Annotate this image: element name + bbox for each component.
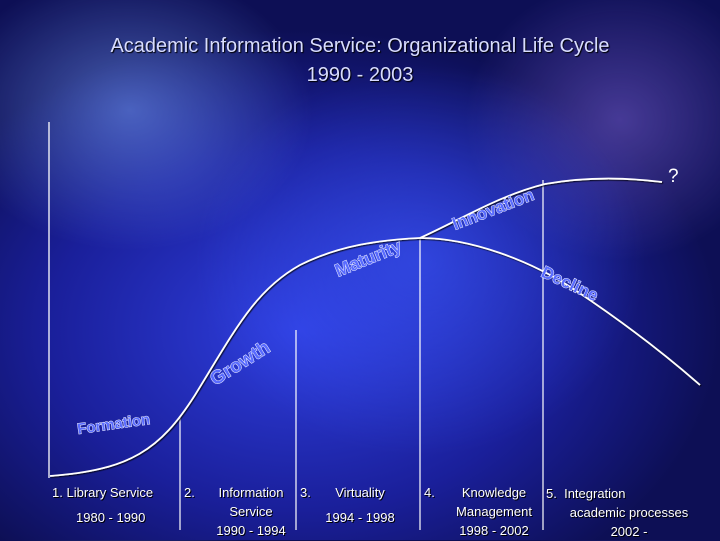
stage-2-name-line2: Service	[229, 504, 273, 519]
page-title: Academic Information Service: Organizati…	[110, 35, 610, 57]
stage-5-name-line2: academic processes	[569, 505, 689, 520]
stage-4-name-line1: Knowledge	[461, 485, 527, 500]
innovation-label: Innovation	[450, 185, 537, 234]
decline-curve	[419, 237, 701, 386]
stage-4-number: 4.	[424, 485, 435, 500]
stage-1-years: 1980 - 1990	[76, 510, 146, 525]
stage-2-years: 1990 - 1994	[216, 523, 286, 538]
stage-3-years: 1994 - 1998	[325, 510, 395, 525]
stage-1-label: 1. Library Service	[52, 483, 153, 502]
stage-3-number: 3.	[300, 485, 311, 500]
stage-2-number: 2.	[184, 485, 195, 500]
stage-4-text: Knowledge Management 1998 - 2002	[448, 483, 540, 540]
stage-5-number: 5.	[546, 486, 557, 501]
innovation-curve	[419, 177, 663, 239]
stage-5-line1: 5. Integration	[546, 484, 626, 503]
stage-2-name-line1: Information	[218, 485, 284, 500]
page-subtitle: 1990 - 2003	[306, 64, 414, 86]
formation-label: Formation	[76, 411, 151, 438]
stage-5-years: 2002 -	[610, 524, 648, 539]
stage-1-number: 1.	[52, 485, 63, 500]
stage-5-name-line1: Integration	[564, 486, 626, 501]
growth-label: Growth	[207, 337, 275, 390]
stage-3-name: Virtuality	[335, 485, 385, 500]
decline-label: Decline	[538, 262, 601, 305]
growth-curve	[49, 237, 421, 477]
question-mark: ?	[668, 166, 679, 187]
stage-2-text: Information Service 1990 - 1994	[208, 483, 294, 540]
stage-1-name: Library Service	[66, 485, 154, 500]
stage-4-name-line2: Management	[456, 504, 532, 519]
stage-4-years: 1998 - 2002	[459, 523, 529, 538]
